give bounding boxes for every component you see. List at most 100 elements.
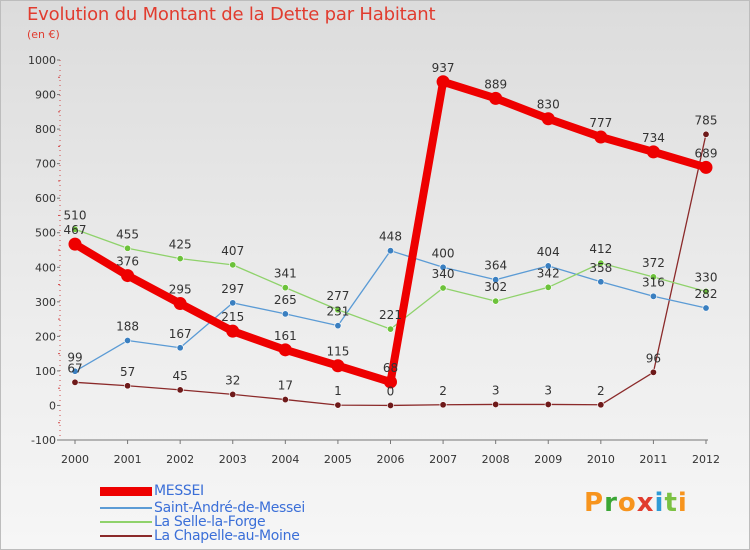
data-label: 358 (589, 261, 612, 275)
data-label: 277 (326, 289, 349, 303)
series-point-2 (439, 284, 447, 292)
logo-letter: i (654, 488, 665, 518)
data-label: 785 (695, 113, 718, 127)
series-point-1 (544, 262, 552, 270)
legend-label-saint-andre: Saint-André-de-Messei (154, 500, 305, 516)
y-tick-label: 400 (35, 261, 56, 274)
y-tick-label: 700 (35, 158, 56, 171)
logo-letter: r (604, 488, 618, 518)
series-point-3 (386, 401, 394, 409)
data-label: 2 (597, 384, 605, 398)
legend-item-selle-la-forge: La Selle-la-Forge (100, 514, 360, 530)
legend-item-messei: MESSEI (100, 483, 360, 499)
series-point-0 (121, 269, 135, 283)
series-point-3 (176, 386, 184, 394)
data-label: 0 (387, 384, 395, 398)
data-label: 17 (278, 379, 293, 393)
y-tick-label: 600 (35, 192, 56, 205)
data-label: 68 (383, 361, 398, 375)
data-label: 231 (326, 305, 349, 319)
data-label: 67 (67, 361, 82, 375)
chart-title: Evolution du Montant de la Dette par Hab… (27, 4, 436, 25)
series-point-0 (384, 375, 397, 389)
series-point-1 (71, 367, 79, 375)
data-label: 510 (64, 208, 87, 222)
x-tick-label: 2004 (271, 453, 299, 466)
series-point-0 (173, 297, 187, 311)
x-tick-label: 2003 (219, 453, 247, 466)
series-point-1 (702, 304, 710, 312)
logo-letter: P (584, 488, 605, 518)
legend-item-saint-andre: Saint-André-de-Messei (100, 500, 360, 516)
data-label: 425 (169, 238, 192, 252)
data-label: 341 (274, 267, 297, 281)
series-point-1 (492, 276, 500, 284)
data-label: 689 (695, 146, 718, 160)
data-label: 295 (169, 283, 192, 297)
x-tick-label: 2005 (324, 453, 352, 466)
data-label: 404 (537, 245, 560, 259)
x-tick-label: 2009 (534, 453, 562, 466)
data-label: 96 (646, 351, 661, 365)
data-label: 221 (379, 308, 402, 322)
data-label: 342 (537, 266, 560, 280)
series-point-2 (176, 255, 184, 263)
legend-swatch-selle-la-forge (100, 521, 152, 523)
series-point-3 (229, 390, 237, 398)
data-label: 412 (589, 242, 612, 256)
series-point-0 (699, 160, 713, 174)
y-tick-label: 800 (35, 123, 56, 136)
data-label: 376 (116, 255, 139, 269)
data-label: 777 (589, 116, 612, 130)
data-label: 467 (64, 223, 87, 237)
logo-letter: o (617, 488, 637, 518)
series-point-2 (334, 306, 342, 314)
series-point-1 (229, 299, 237, 307)
series-point-3 (702, 130, 710, 138)
data-label: 282 (695, 287, 718, 301)
series-point-1 (334, 322, 342, 330)
x-tick-label: 2012 (692, 453, 720, 466)
y-tick-label: 200 (35, 330, 56, 343)
proxiti-logo: Proxiti (584, 488, 688, 518)
series-point-0 (331, 359, 345, 373)
logo-letter: i (677, 488, 688, 518)
legend-swatch-messei (100, 487, 152, 496)
series-point-3 (439, 401, 447, 409)
data-label: 316 (642, 275, 665, 289)
data-label: 265 (274, 293, 297, 307)
series-point-0 (436, 75, 450, 89)
y-tick-label: 300 (35, 296, 56, 309)
legend-label-chapelle-au-moine: La Chapelle-au-Moine (154, 528, 300, 544)
data-label: 364 (484, 259, 507, 273)
legend-swatch-saint-andre (100, 507, 152, 509)
logo-letter: x (636, 488, 655, 518)
series-point-2 (71, 225, 79, 233)
x-tick-label: 2006 (377, 453, 405, 466)
series-point-2 (281, 284, 289, 292)
series-point-2 (597, 259, 605, 267)
series-point-3 (334, 401, 342, 409)
axes: -100 0 100 200 300 400 500 600 700 800 900 1000 2000… (28, 54, 720, 466)
data-label: 32 (225, 373, 240, 387)
chart-unit: (en €) (27, 28, 60, 41)
data-label: 1 (334, 384, 342, 398)
series-point-0 (541, 112, 555, 126)
series-point-2 (649, 273, 657, 281)
data-label: 830 (537, 98, 560, 112)
series-point-3 (281, 396, 289, 404)
x-tick-label: 2008 (482, 453, 510, 466)
series-point-0 (226, 324, 240, 338)
series-point-1 (124, 337, 132, 345)
data-label: 215 (221, 310, 244, 324)
series-point-0 (594, 130, 608, 144)
data-label: 937 (432, 61, 455, 75)
data-label: 330 (695, 270, 718, 284)
series-point-1 (597, 278, 605, 286)
y-tick-label: 900 (35, 89, 56, 102)
x-tick-label: 2007 (429, 453, 457, 466)
series-point-3 (597, 401, 605, 409)
data-label: 188 (116, 320, 139, 334)
legend-label-messei: MESSEI (154, 483, 204, 499)
series-point-2 (386, 325, 394, 333)
